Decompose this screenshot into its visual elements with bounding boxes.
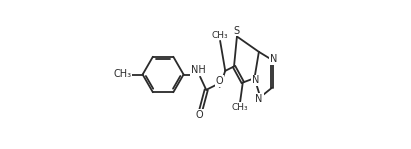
Text: O: O bbox=[215, 76, 223, 86]
Text: O: O bbox=[196, 110, 203, 120]
Text: N: N bbox=[252, 75, 259, 85]
Text: N: N bbox=[270, 54, 277, 64]
Text: CH₃: CH₃ bbox=[232, 103, 249, 112]
Text: S: S bbox=[233, 26, 239, 36]
Text: NH: NH bbox=[191, 65, 206, 75]
Text: N: N bbox=[256, 94, 263, 104]
Text: CH₃: CH₃ bbox=[211, 31, 228, 39]
Text: CH₃: CH₃ bbox=[113, 69, 132, 80]
